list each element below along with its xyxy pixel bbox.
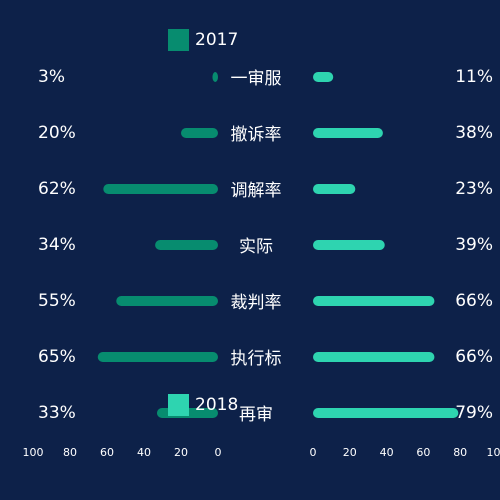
bar-2018-0 [313, 72, 334, 82]
left-axis-tick-5: 0 [215, 446, 222, 459]
bar-2018-3 [313, 240, 385, 250]
value-label-2017-2: 62% [38, 179, 76, 199]
value-label-2018-6: 79% [455, 403, 493, 423]
left-axis-tick-1: 80 [63, 446, 77, 459]
bar-2018-2 [313, 184, 356, 194]
value-label-2018-5: 66% [455, 347, 493, 367]
bar-2018-6 [313, 408, 459, 418]
value-label-2018-1: 38% [455, 123, 493, 143]
legend-label-2018: 2018 [195, 395, 238, 415]
left-axis-tick-2: 60 [100, 446, 114, 459]
bar-2017-3 [155, 240, 218, 250]
bar-2017-1 [181, 128, 218, 138]
value-label-2017-4: 55% [38, 291, 76, 311]
legend-swatch-2017 [168, 29, 189, 51]
category-label-0: 一审服 [231, 69, 282, 89]
bar-2017-5 [97, 352, 218, 362]
category-label-1: 撤诉率 [231, 125, 282, 145]
legend-label-2017: 2017 [195, 30, 238, 50]
category-label-5: 执行标 [231, 349, 282, 369]
legend-swatch-2018 [168, 394, 189, 416]
right-axis-tick-3: 60 [416, 446, 430, 459]
right-axis-tick-4: 80 [453, 446, 467, 459]
bar-2018-4 [313, 296, 435, 306]
bar-2018-5 [313, 352, 435, 362]
value-label-2018-4: 66% [455, 291, 493, 311]
left-axis-tick-0: 100 [23, 446, 44, 459]
category-label-6: 再审 [239, 405, 273, 425]
bar-2017-4 [116, 296, 218, 306]
bar-2017-0 [212, 72, 218, 82]
category-label-2: 调解率 [231, 181, 282, 201]
value-label-2017-5: 65% [38, 347, 76, 367]
right-axis-tick-5: 100 [487, 446, 500, 459]
left-axis-tick-4: 20 [174, 446, 188, 459]
bar-2017-2 [103, 184, 218, 194]
value-label-2017-3: 34% [38, 235, 76, 255]
right-axis-tick-1: 20 [343, 446, 357, 459]
value-label-2018-0: 11% [455, 67, 493, 87]
right-axis-tick-2: 40 [380, 446, 394, 459]
value-label-2017-0: 3% [38, 67, 65, 87]
value-label-2018-2: 23% [455, 179, 493, 199]
category-label-3: 实际 [239, 237, 273, 257]
bar-2018-1 [313, 128, 383, 138]
value-label-2018-3: 39% [455, 235, 493, 255]
value-label-2017-6: 33% [38, 403, 76, 423]
value-label-2017-1: 20% [38, 123, 76, 143]
right-axis-tick-0: 0 [310, 446, 317, 459]
category-label-4: 裁判率 [231, 293, 282, 313]
left-axis-tick-3: 40 [137, 446, 151, 459]
